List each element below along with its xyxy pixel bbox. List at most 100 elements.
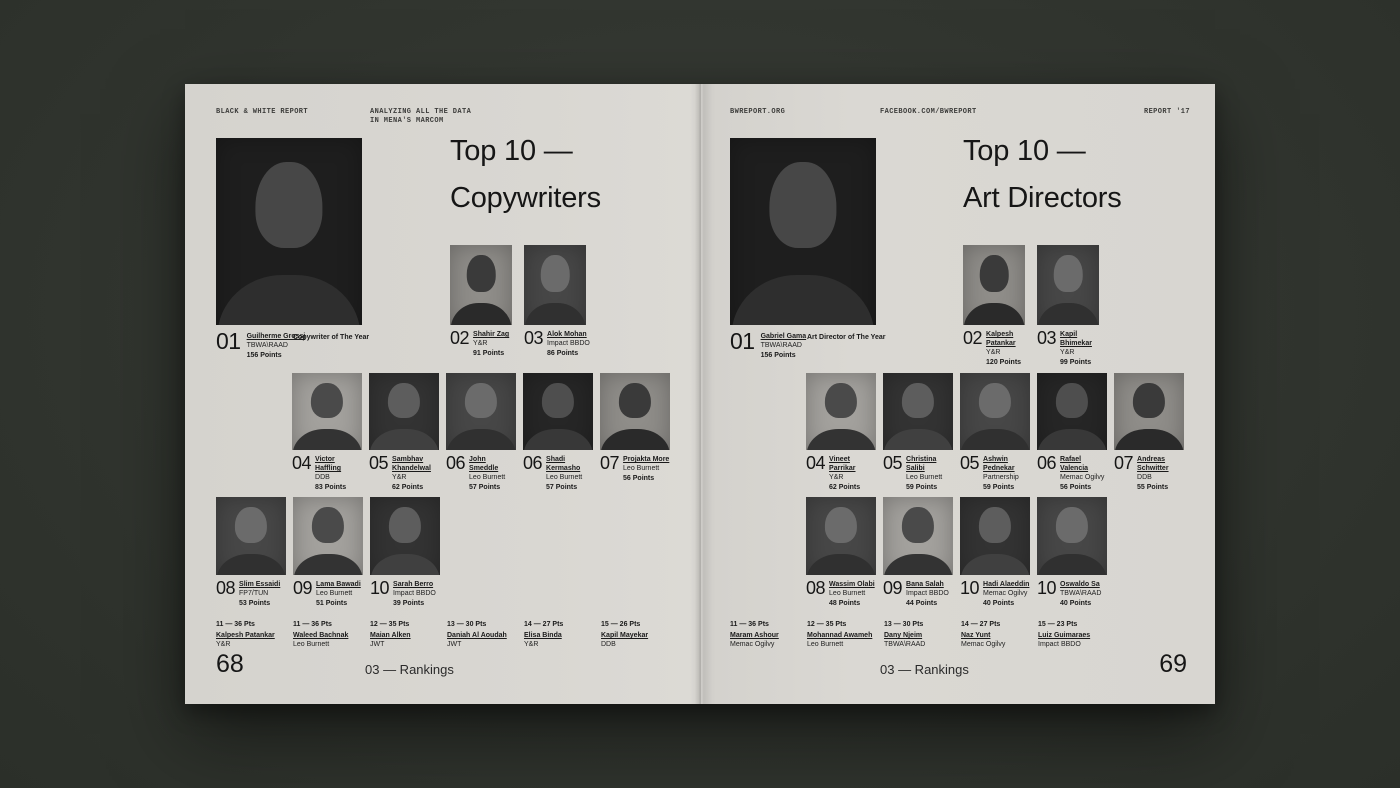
runner-up-name: Dany Njeim [884,632,923,639]
portrait-photo [523,373,593,450]
entry-caption: 10 Hadi Alaeddin Memac Ogilvy 40 Points [960,579,1030,608]
entry-meta: Shahir Zag Y&R 91 Points [473,330,509,358]
ranking-entry: 10 Oswaldo Sa TBWA\RAAD 40 Points [1037,497,1107,608]
portrait-photo [600,373,670,450]
entry-caption: 04 Victor Haffling DDB 83 Points [292,453,362,492]
entry-company: Memac Ogilvy [1060,474,1105,481]
page-number: 68 [216,650,244,678]
entry-company: Impact BBDO [547,340,590,347]
entry-company: Y&R [1060,349,1075,356]
entry-name: Sarah Berro [393,581,434,588]
portrait-photo [292,373,362,450]
runner-up-company: JWT [370,641,385,648]
runner-up-rank-points: 12 — 35 Pts [370,621,410,628]
winner-points: 156 Points [246,352,282,359]
entry-rank: 07 [600,453,620,473]
entry-meta: Ashwin Pednekar Partnership 59 Points [983,455,1030,492]
entry-caption: 10 Oswaldo Sa TBWA\RAAD 40 Points [1037,578,1107,608]
portrait-photo [369,373,439,450]
winner-portrait-photo [216,138,362,325]
entry-caption: 02 Kalpesh Patankar Y&R 120 Points [963,329,1025,367]
ranking-entry: 06 Rafael Valencia Memac Ogilvy 56 Points [1037,373,1107,492]
entry-company: Impact BBDO [393,590,436,597]
entry-caption: 08 Slim Essaidi FP7/TUN 53 Points [216,579,286,608]
runner-up-name: Kapil Mayekar [601,632,649,639]
portrait-photo [370,497,440,575]
entry-name: Ashwin Pednekar [983,456,1015,472]
entry-company: Leo Burnett [546,474,583,481]
entry-caption: 06 Rafael Valencia Memac Ogilvy 56 Points [1037,454,1107,492]
entry-name: John Smeddle [469,456,499,472]
entry-meta: Sarah Berro Impact BBDO 39 Points [393,580,436,608]
portrait-photo [1037,373,1107,450]
entry-points: 57 Points [546,484,578,491]
entry-company: Y&R [473,340,488,347]
chapter-label: 03 — Rankings [880,662,969,677]
portrait-photo [450,245,512,325]
ranking-entry: 08 Wassim Olabi Leo Burnett 48 Points [806,497,876,608]
portrait-photo [883,497,953,575]
entry-rank: 04 [292,453,312,473]
runner-up-name: Mohannad Awameh [807,632,873,639]
entry-rank: 04 [806,453,826,473]
winner-rank: 01 [730,328,755,354]
entry-rank: 08 [806,578,826,598]
entry-rank: 06 [523,453,543,473]
winner-company: TBWA\RAAD [760,342,802,349]
entry-caption: 06 John Smeddle Leo Burnett 57 Points [446,454,516,492]
ranking-row-2-3: 02 Shahir Zag Y&R 91 Points 03 Alok Mohan Impa… [450,245,590,358]
winner-name: Gabriel Gama [760,333,807,340]
page-right: BWREPORT.ORG FACEBOOK.COM/BWREPORT REPOR… [700,84,1215,704]
entry-name: Projakta More [623,456,670,463]
runners-up-list: 11 — 36 Pts Maram Ashour Memac Ogilvy 12 — … [730,620,1108,649]
entry-points: 57 Points [469,484,501,491]
ranking-entry: 04 Vineet Parrikar Y&R 62 Points [806,373,876,492]
runner-up-name: Luiz Guimaraes [1038,632,1091,639]
entry-name: Rafael Valencia [1060,456,1089,472]
entry-points: 39 Points [393,600,425,607]
entry-company: Y&R [829,474,844,481]
entry-points: 91 Points [473,350,505,357]
runner-up-name: Kalpesh Patankar [216,632,275,639]
entry-caption: 08 Wassim Olabi Leo Burnett 48 Points [806,578,876,608]
entry-name: Slim Essaidi [239,581,281,588]
portrait-photo [806,497,876,575]
runner-up-company: Y&R [524,641,539,648]
ranking-entry: 02 Shahir Zag Y&R 91 Points [450,245,512,358]
entry-rank: 10 [1037,578,1057,598]
ranking-entry: 09 Bana Salah Impact BBDO 44 Points [883,497,953,608]
entry-caption: 05 Christina Salibi Leo Burnett 59 Points [883,454,953,492]
entry-caption: 09 Lama Bawadi Leo Burnett 51 Points [293,578,363,608]
runner-up-entry: 13 — 30 Pts Dany Njeim TBWA\RAAD [884,620,954,649]
runner-up-entry: 12 — 35 Pts Maian Alken JWT [370,620,440,649]
magazine-spread: BLACK & WHITE REPORT ANALYZING ALL THE D… [185,84,1215,704]
entry-name: Christina Salibi [906,456,937,472]
winner-meta: Gabriel Gama TBWA\RAAD 156 Points [761,332,807,360]
runner-up-entry: 11 — 36 Pts Waleed Bachnak Leo Burnett [293,620,363,649]
entry-meta: Victor Haffling DDB 83 Points [315,455,362,492]
winner-block-art-director: 01 Gabriel Gama TBWA\RAAD 156 Points Art… [730,138,885,360]
entry-rank: 09 [293,578,313,598]
ranking-entry: 06 Shadi Kermasho Leo Burnett 57 Points [523,373,593,492]
ranking-entry: 02 Kalpesh Patankar Y&R 120 Points [963,245,1025,367]
entry-name: Shadi Kermasho [546,456,581,472]
portrait-photo [1114,373,1184,450]
entry-rank: 09 [883,578,903,598]
entry-caption: 03 Alok Mohan Impact BBDO 86 Points [524,329,590,358]
entry-name: Hadi Alaeddin [983,581,1030,588]
entry-points: 83 Points [315,484,347,491]
runner-up-company: TBWA\RAAD [884,641,926,648]
entry-points: 48 Points [829,600,861,607]
entry-company: Leo Burnett [623,465,660,472]
entry-meta: Projakta More Leo Burnett 56 Points [623,455,669,483]
entry-rank: 05 [960,453,980,473]
ranking-entry: 05 Sambhav Khandelwal Y&R 62 Points [369,373,439,492]
entry-meta: Hadi Alaeddin Memac Ogilvy 40 Points [983,580,1029,608]
ranking-row-4-7: 04 Victor Haffling DDB 83 Points 05 Sambhav K… [292,373,670,492]
entry-caption: 07 Projakta More Leo Burnett 56 Points [600,453,670,483]
entry-company: Y&R [392,474,407,481]
entry-rank: 02 [450,328,470,348]
entry-caption: 07 Andreas Schwitter DDB 55 Points [1114,454,1184,492]
ranking-entry: 04 Victor Haffling DDB 83 Points [292,373,362,492]
runner-up-name: Elisa Binda [524,632,562,639]
